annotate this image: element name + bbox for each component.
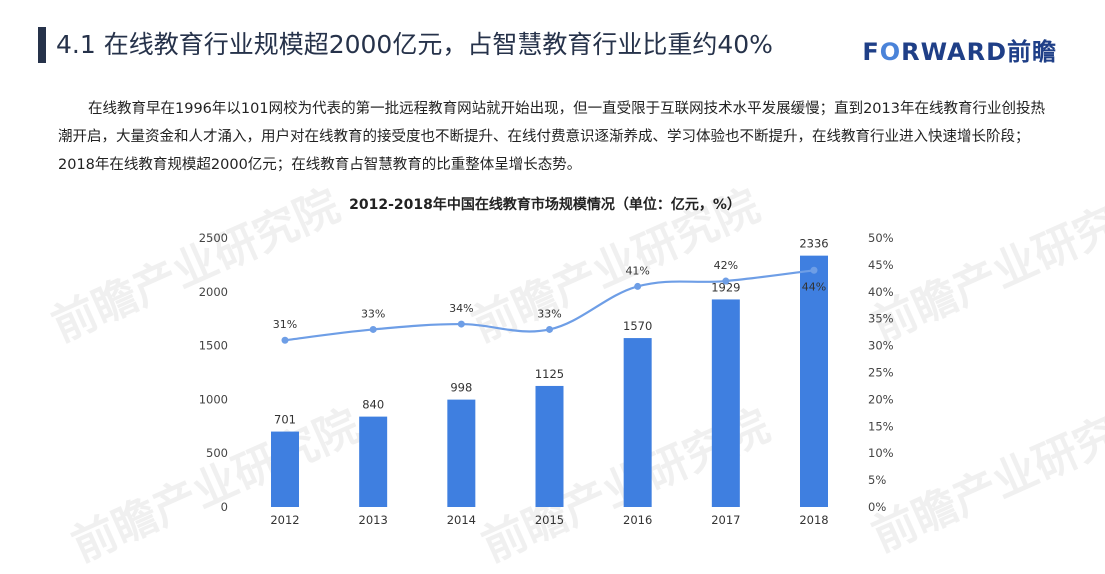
- y-left-tick-label: 1000: [199, 392, 228, 406]
- share-value-label: 34%: [449, 302, 473, 315]
- y-right-tick-label: 25%: [868, 366, 894, 380]
- bar-value-label: 2336: [799, 237, 828, 251]
- y-right-tick-label: 30%: [868, 339, 894, 353]
- y-right-tick-label: 45%: [868, 258, 894, 272]
- logo-text-o: O: [879, 38, 902, 66]
- share-point: [281, 336, 289, 344]
- chart-title: 2012-2018年中国在线教育市场规模情况（单位：亿元，%）: [349, 196, 741, 213]
- logo-text-rest: RWARD前瞻: [901, 38, 1057, 66]
- bar-value-label: 1570: [623, 319, 652, 333]
- y-right-tick-label: 0%: [868, 500, 886, 514]
- y-right-tick-label: 5%: [868, 473, 886, 487]
- x-tick-label: 2016: [623, 513, 652, 527]
- page-title: 4.1 在线教育行业规模超2000亿元，占智慧教育行业比重约40%: [56, 30, 773, 59]
- y-right-tick-label: 10%: [868, 446, 894, 460]
- bar-value-label: 1125: [535, 367, 564, 381]
- share-point: [369, 325, 377, 333]
- share-value-label: 33%: [537, 307, 561, 320]
- market-size-chart: 2012-2018年中国在线教育市场规模情况（单位：亿元，%） 0 500 1000 1…: [199, 196, 894, 527]
- x-tick-label: 2017: [711, 513, 740, 527]
- share-value-label: 33%: [361, 307, 385, 320]
- share-point: [722, 277, 730, 285]
- bar: [623, 338, 652, 507]
- bar: [800, 255, 828, 507]
- bar-value-label: 998: [450, 381, 472, 395]
- x-tick-label: 2015: [535, 513, 564, 527]
- bar: [359, 416, 388, 507]
- y-right-tick-label: 35%: [868, 312, 894, 326]
- share-point: [457, 320, 465, 328]
- share-value-label: 41%: [625, 264, 649, 277]
- title-accent-bar: [38, 27, 46, 63]
- y-right-tick-label: 50%: [868, 231, 894, 245]
- share-value-label: 31%: [273, 318, 297, 331]
- logo-text-f: F: [862, 38, 880, 66]
- bar: [535, 385, 564, 507]
- share-value-label: 44%: [802, 280, 826, 293]
- bar-value-label: 840: [362, 398, 384, 412]
- y-right-tick-label: 20%: [868, 392, 894, 406]
- y-right-tick-label: 40%: [868, 285, 894, 299]
- bar-value-label: 1929: [711, 280, 740, 294]
- y-right-tick-label: 15%: [868, 419, 894, 433]
- share-point: [546, 325, 553, 333]
- y-left-tick-label: 0: [221, 500, 228, 514]
- x-tick-label: 2013: [359, 513, 388, 527]
- intro-paragraph: 在线教育早在1996年以101网校为代表的第一批远程教育网站就开始出现，但一直受…: [58, 101, 1045, 173]
- x-tick-label: 2012: [270, 513, 299, 527]
- y-left-tick-label: 500: [206, 446, 228, 460]
- bar: [711, 299, 740, 507]
- bar: [271, 431, 299, 507]
- x-tick-label: 2018: [799, 513, 828, 527]
- share-point: [634, 282, 642, 290]
- share-point: [810, 266, 818, 274]
- y-left-tick-label: 2500: [199, 231, 228, 245]
- brand-logo: FORWARD前瞻: [862, 32, 1057, 67]
- share-value-label: 42%: [714, 259, 738, 272]
- x-tick-label: 2014: [447, 513, 476, 527]
- bar-value-label: 701: [274, 413, 296, 427]
- bar: [447, 399, 476, 507]
- y-left-tick-label: 1500: [199, 339, 228, 353]
- y-left-tick-label: 2000: [199, 285, 228, 299]
